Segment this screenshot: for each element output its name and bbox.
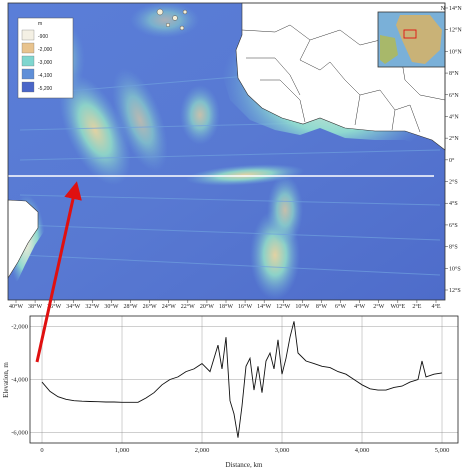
longitude-tick-label: 40°W (9, 303, 23, 310)
inset-extent-box (403, 29, 417, 39)
profile-grid (30, 316, 458, 443)
longitude-tick-label: 2°W (373, 303, 384, 310)
latitude-tick-label: 0° (449, 157, 455, 164)
latitude-tick-label: 8°S (449, 244, 458, 251)
profile-frame (29, 315, 459, 444)
latitude-tick-label: 10°S (449, 265, 461, 272)
bathymetry-map: m -900 -2,000 -3,000 -4,100 -5,200 N 40°W 38°… (7, 2, 462, 310)
longitude-tick-label: 34°W (66, 303, 80, 310)
depth-legend: m -900 -2,000 -3,000 -4,100 -5,200 (17, 17, 74, 99)
map-canvas: m -900 -2,000 -3,000 -4,100 -5,200 N 40°W 38°… (7, 2, 462, 310)
profile-canvas: -2,000 -4,000 -6,000 0 1,000 2,000 3,000 4,000… (0, 310, 463, 470)
longitude-tick-label: 32°W (85, 303, 99, 310)
profile-x-tick-label: 2,000 (195, 447, 210, 454)
legend-swatch (21, 42, 35, 54)
profile-x-label: Distance, km (226, 461, 263, 469)
profile-x-tick-label: 1,000 (115, 447, 130, 454)
legend-label: -3,000 (38, 60, 52, 66)
inset-north-label: N (441, 6, 446, 12)
legend-label: -2,000 (38, 47, 52, 53)
longitude-tick-label: 4°E (431, 303, 440, 310)
profile-y-tick-label: -4,000 (11, 377, 28, 384)
longitude-tick-label: 12°W (276, 303, 290, 310)
legend-swatch (21, 81, 35, 93)
latitude-tick-label: 2°N (449, 135, 459, 142)
longitude-tick-label: 18°W (219, 303, 233, 310)
latitude-tick-label: 8°N (449, 70, 459, 77)
inset-locator-map: N (377, 6, 446, 68)
longitude-tick-label: 38°W (28, 303, 42, 310)
legend-label: -900 (38, 34, 48, 40)
latitude-axis: 14°N 12°N 10°N 8°N 6°N 4°N 2°N 0° 2°S 4°S 6°S 8°S 10… (445, 5, 462, 294)
legend-unit: m (38, 21, 42, 27)
legend-label: -5,200 (38, 86, 52, 92)
legend-swatch (21, 55, 35, 67)
longitude-tick-label: 22°W (181, 303, 195, 310)
longitude-tick-label: 14°W (257, 303, 271, 310)
profile-x-tick-label: 4,000 (355, 447, 370, 454)
latitude-tick-label: 14°N (449, 5, 462, 12)
latitude-tick-label: 2°S (449, 179, 458, 186)
profile-x-tick-label: 0 (40, 447, 43, 454)
legend-swatch (21, 29, 35, 41)
latitude-tick-label: 6°S (449, 222, 458, 229)
longitude-tick-label: W0°E (390, 303, 405, 310)
longitude-tick-label: 20°W (200, 303, 214, 310)
profile-x-tick-label: 3,000 (275, 447, 290, 454)
longitude-tick-label: 24°W (162, 303, 176, 310)
map-frame (7, 2, 446, 301)
longitude-tick-label: 2°E (412, 303, 421, 310)
longitude-tick-label: 10°W (295, 303, 309, 310)
profile-y-tick-label: -2,000 (11, 324, 28, 331)
profile-y-tick-label: -6,000 (11, 429, 28, 436)
latitude-tick-label: 10°N (449, 48, 462, 55)
latitude-tick-label: 4°N (449, 113, 459, 120)
legend-label: -4,100 (38, 73, 52, 79)
profile-y-axis: -2,000 -4,000 -6,000 (11, 324, 28, 437)
cape-verde-islands (156, 8, 188, 31)
longitude-tick-label: 30°W (104, 303, 118, 310)
longitude-tick-label: 36°W (47, 303, 61, 310)
longitude-tick-label: 4°W (354, 303, 365, 310)
profile-y-label: Elevation, m (2, 362, 10, 398)
african-shelf (222, 3, 445, 165)
latitude-tick-label: 12°S (449, 287, 461, 294)
longitude-tick-label: 6°W (335, 303, 346, 310)
legend-swatch (21, 68, 35, 80)
longitude-tick-label: 28°W (124, 303, 138, 310)
longitude-tick-label: 8°W (316, 303, 327, 310)
longitude-tick-label: 16°W (238, 303, 252, 310)
elevation-profile-chart: -2,000 -4,000 -6,000 0 1,000 2,000 3,000 4,000… (0, 310, 463, 470)
longitude-tick-label: 26°W (143, 303, 157, 310)
profile-x-axis: 0 1,000 2,000 3,000 4,000 5,000 (40, 447, 449, 454)
profile-x-tick-label: 5,000 (435, 447, 450, 454)
brazil-landmass (7, 199, 39, 280)
latitude-tick-label: 12°N (449, 27, 462, 34)
latitude-tick-label: 4°S (449, 200, 458, 207)
latitude-tick-label: 6°N (449, 92, 459, 99)
elevation-profile-line (41, 321, 443, 438)
longitude-axis: 40°W 38°W 36°W 34°W 32°W 30°W 28°W 26°W 24°W 22°W… (9, 300, 441, 310)
